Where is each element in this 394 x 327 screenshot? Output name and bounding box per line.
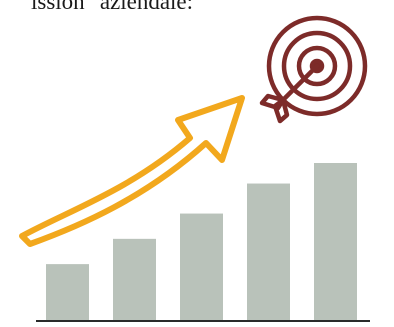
bar-1 [46,264,89,321]
bar-chart-graphic [46,163,357,321]
bar-2 [113,238,156,321]
target-icon [259,15,368,124]
caption-text: ission "aziendale: [31,0,194,14]
bar-3 [180,213,223,321]
bar-5 [314,163,357,321]
bar-4 [247,183,290,321]
growth-arrow-icon [19,95,245,247]
